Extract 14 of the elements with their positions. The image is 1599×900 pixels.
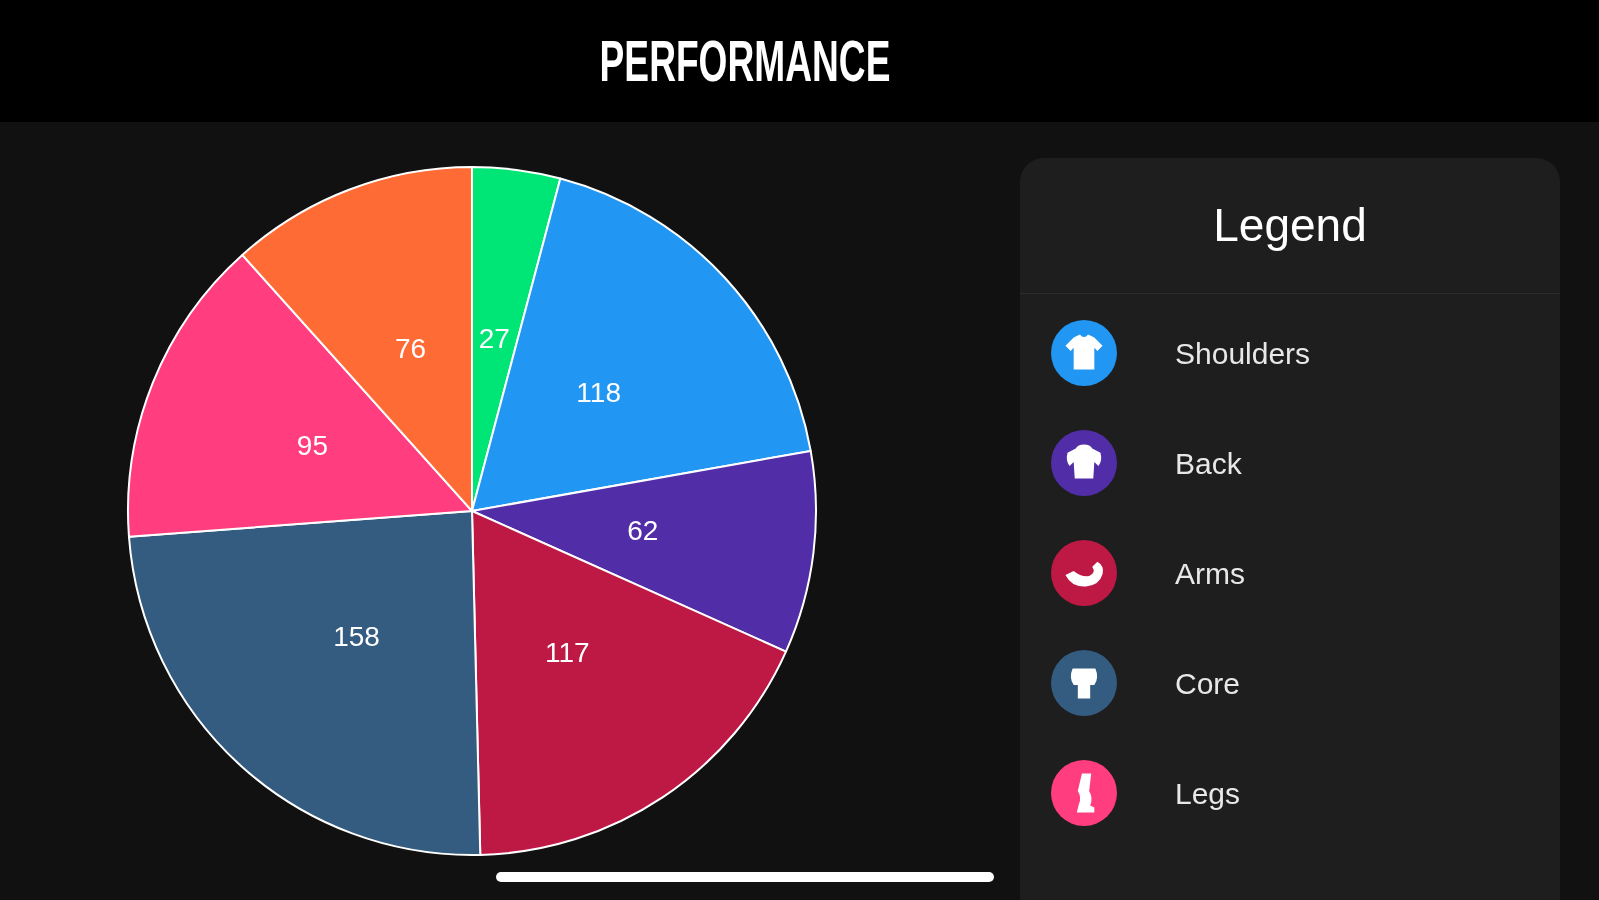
legend-label: Legs [1175,776,1241,810]
legend-label: Shoulders [1175,336,1311,370]
legend-label: Back [1175,446,1242,480]
data-label: 27 [478,323,510,355]
data-label: 95 [296,429,329,461]
legend-title: Legend [1020,158,1560,294]
data-label: 117 [544,636,590,668]
legend-label: Core [1175,666,1241,700]
data-label: 158 [333,621,380,653]
data-label: 62 [627,514,659,546]
legend-label: Arms [1175,556,1245,590]
chart-title: PERFORMANCE [599,28,891,93]
data-label: 118 [576,377,621,409]
data-label: 76 [394,333,427,365]
